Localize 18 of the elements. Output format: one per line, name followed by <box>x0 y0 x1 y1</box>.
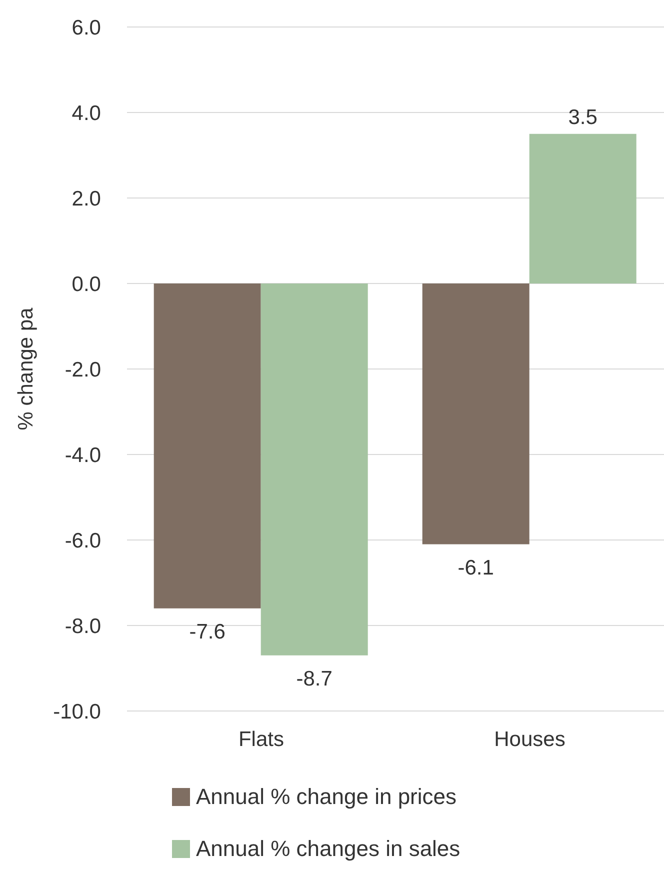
y-tick-label: -6.0 <box>64 529 101 552</box>
y-tick-label: -10.0 <box>53 700 101 724</box>
y-tick-label: -2.0 <box>64 358 101 382</box>
y-tick-label: -8.0 <box>64 614 101 638</box>
y-tick-label: 6.0 <box>72 16 101 40</box>
x-tick-label: Houses <box>494 728 566 751</box>
legend-label: Annual % change in prices <box>196 784 456 810</box>
y-tick-label: 0.0 <box>72 272 101 296</box>
x-tick-label: Flats <box>238 728 284 751</box>
y-tick-label: 2.0 <box>72 187 101 210</box>
y-tick-label: 4.0 <box>72 102 101 125</box>
data-label: 3.5 <box>568 106 598 129</box>
data-label: -8.7 <box>296 667 332 690</box>
y-tick-label: -4.0 <box>64 444 101 467</box>
data-label: -6.1 <box>458 556 494 580</box>
y-axis-title: % change pa <box>14 307 38 430</box>
data-label: -7.6 <box>189 620 226 644</box>
legend-label: Annual % changes in sales <box>196 836 460 862</box>
